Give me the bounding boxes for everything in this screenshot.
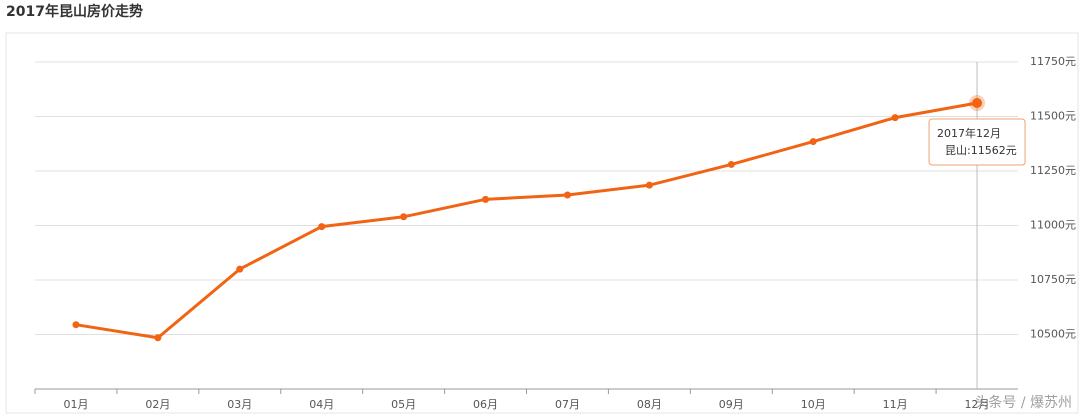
point	[400, 213, 408, 221]
point	[482, 195, 490, 203]
x-tick-label: 03月	[227, 398, 252, 411]
point	[563, 191, 571, 199]
point	[645, 181, 653, 189]
point	[236, 265, 244, 273]
x-tick-label: 08月	[637, 398, 662, 411]
y-tick-label: 11750元	[1030, 55, 1076, 68]
tooltip-title: 2017年12月	[937, 126, 1001, 140]
x-tick-label: 02月	[145, 398, 170, 411]
point	[727, 160, 735, 168]
x-tick-label: 09月	[719, 398, 744, 411]
x-tick-label: 01月	[63, 398, 88, 411]
point	[972, 97, 983, 108]
x-tick-label: 10月	[801, 398, 826, 411]
y-tick-label: 11250元	[1030, 164, 1076, 177]
y-tick-label: 10500元	[1030, 328, 1076, 341]
tooltip-label: 昆山:11562元	[945, 144, 1017, 157]
tooltip-box	[928, 118, 1026, 166]
watermark: 头条号 / 爆苏州	[974, 394, 1072, 411]
x-tick-label: 06月	[473, 398, 498, 411]
y-tick-label: 11000元	[1030, 219, 1076, 232]
x-tick-label: 12月	[965, 398, 990, 411]
line	[75, 101, 978, 340]
x-tick-label: 04月	[309, 398, 334, 411]
x-tick-label: 11月	[883, 398, 908, 411]
point	[72, 321, 80, 329]
point	[154, 334, 162, 342]
point	[891, 114, 899, 122]
x-tick-label: 05月	[391, 398, 416, 411]
y-tick-label: 10750元	[1030, 273, 1076, 286]
point	[809, 138, 817, 146]
point	[318, 223, 326, 231]
chart-title: 2017年昆山房价走势	[6, 3, 143, 20]
x-tick-label: 07月	[555, 398, 580, 411]
chart-frame	[5, 32, 1079, 414]
y-tick-label: 11500元	[1030, 110, 1076, 123]
